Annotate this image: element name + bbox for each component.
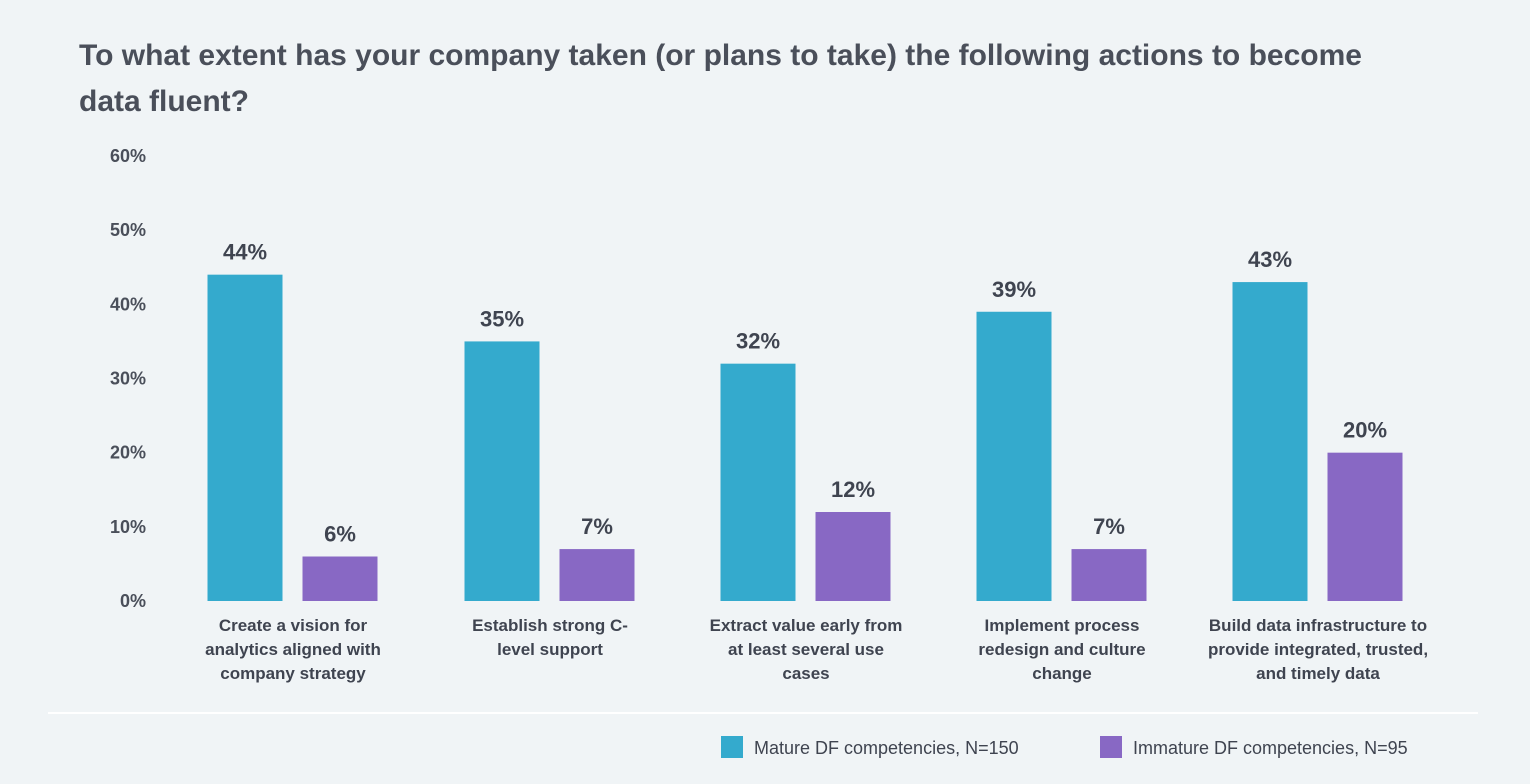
legend-label: Immature DF competencies, N=95 (1133, 738, 1408, 758)
legend-swatch (1100, 736, 1122, 758)
y-tick-label: 50% (110, 220, 146, 240)
y-tick-label: 20% (110, 443, 146, 463)
x-tick-label-line: level support (497, 640, 603, 659)
bar-series-2 (559, 549, 635, 601)
y-tick-label: 40% (110, 294, 146, 314)
bar-series-1 (720, 363, 796, 601)
legend-item: Mature DF competencies, N=150 (721, 736, 1019, 758)
x-tick-label: Create a vision for analytics aligned wit… (205, 616, 381, 683)
x-tick-label-line: redesign and culture (978, 640, 1145, 659)
x-tick-label-line: Build data infrastructure to (1209, 616, 1427, 635)
data-label: 6% (324, 522, 356, 547)
chart-title: To what extent has your company taken (o… (79, 39, 1362, 118)
bar-series-1 (1232, 282, 1308, 601)
x-tick-label-line: change (1032, 664, 1092, 683)
data-label: 20% (1343, 418, 1387, 443)
legend: Mature DF competencies, N=150 Immature DF… (721, 736, 1408, 758)
bars (207, 274, 1403, 601)
x-tick-label-line: provide integrated, trusted, (1208, 640, 1428, 659)
x-tick-label-line: at least several use (728, 640, 884, 659)
legend-item: Immature DF competencies, N=95 (1100, 736, 1408, 758)
data-label: 39% (992, 277, 1036, 302)
x-tick-label-line: Implement process (985, 616, 1140, 635)
y-tick-label: 0% (120, 591, 146, 611)
x-tick-label-line: Establish strong C- (472, 616, 628, 635)
legend-label: Mature DF competencies, N=150 (754, 738, 1019, 758)
x-tick-label-line: company strategy (220, 664, 366, 683)
bar-series-2 (815, 512, 891, 601)
data-label: 44% (223, 240, 267, 265)
x-axis: Create a vision for analytics aligned wit… (205, 616, 1428, 683)
y-axis: 0% 10% 20% 30% 40% 50% 60% (110, 146, 146, 611)
legend-swatch (721, 736, 743, 758)
x-tick-label: Establish strong C-level support (472, 616, 628, 659)
bar-series-1 (207, 274, 283, 601)
data-label: 12% (831, 477, 875, 502)
x-tick-label-line: analytics aligned with (205, 640, 381, 659)
chart-title-line-2: data fluent? (79, 85, 249, 118)
y-tick-label: 30% (110, 369, 146, 389)
bar-series-2 (1071, 549, 1147, 601)
value-labels: 44% 35% 32% 39% 43% 6% 7% 12% 7% 20% (223, 240, 1387, 547)
x-tick-label-line: Create a vision for (219, 616, 368, 635)
data-label: 7% (581, 514, 613, 539)
data-label: 35% (480, 306, 524, 331)
bar-series-2 (302, 556, 378, 601)
chart-title-line-1: To what extent has your company taken (o… (79, 39, 1362, 72)
data-label: 7% (1093, 514, 1125, 539)
data-label: 32% (736, 329, 780, 354)
x-tick-label: Extract value early from at least several… (710, 616, 903, 683)
x-tick-label-line: cases (782, 664, 829, 683)
y-tick-label: 60% (110, 146, 146, 166)
x-tick-label: Build data infrastructure to provide inte… (1208, 616, 1428, 683)
y-tick-label: 10% (110, 517, 146, 537)
x-tick-label-line: Extract value early from (710, 616, 903, 635)
data-label: 43% (1248, 247, 1292, 272)
x-tick-label-line: and timely data (1256, 664, 1380, 683)
x-tick-label: Implement process redesign and culture cha… (978, 616, 1145, 683)
bar-series-1 (464, 341, 540, 601)
bar-series-2 (1327, 452, 1403, 601)
bar-series-1 (976, 311, 1052, 601)
